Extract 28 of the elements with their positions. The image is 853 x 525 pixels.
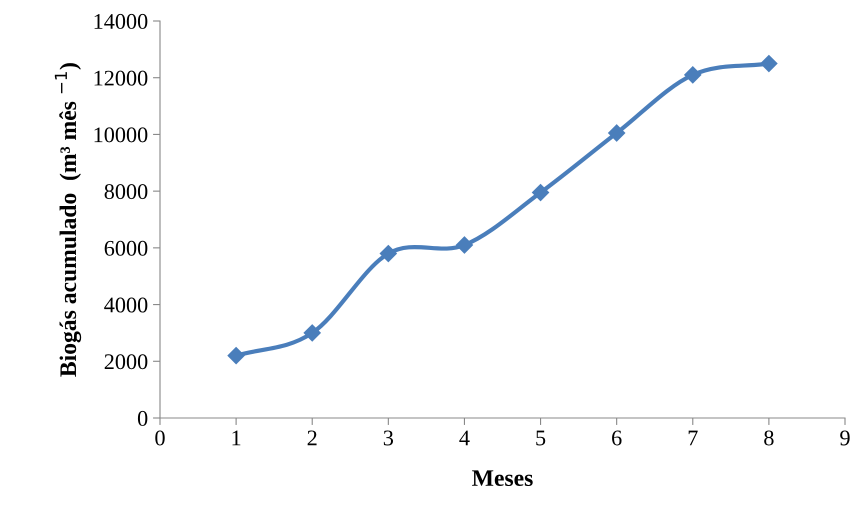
x-axis-title: Meses xyxy=(472,470,533,486)
y-tick-label: 10000 xyxy=(94,127,148,142)
x-tick-label: 9 xyxy=(840,430,850,446)
point xyxy=(532,184,550,202)
point xyxy=(608,124,626,142)
point xyxy=(684,66,702,84)
x-tick-label: 8 xyxy=(764,430,774,446)
point xyxy=(760,54,778,72)
x-tick-label: 4 xyxy=(459,430,470,446)
x-tick-label: 7 xyxy=(688,430,698,446)
y-tick-label: 4000 xyxy=(104,298,148,312)
y-tick-label: 8000 xyxy=(104,184,148,200)
point xyxy=(228,347,245,364)
y-tick-label: 14000 xyxy=(94,14,148,29)
x-tick-label: 3 xyxy=(384,430,394,446)
point xyxy=(380,244,397,262)
y-tick-label: 2000 xyxy=(104,354,148,370)
x-tick-label: 6 xyxy=(612,430,622,446)
y-tick-label: 6000 xyxy=(104,240,148,256)
point xyxy=(304,324,321,342)
x-tick-label: 1 xyxy=(232,430,240,446)
y-tick-label: 0 xyxy=(138,410,148,426)
x-tick-label: 0 xyxy=(155,430,165,446)
y-axis-title: Biogás acumulado (m³ mês $^{−1}$) xyxy=(54,63,82,377)
point xyxy=(456,236,473,254)
x-tick-label: 2 xyxy=(308,430,317,446)
y-tick-label: 12000 xyxy=(94,70,148,86)
x-tick-label: 5 xyxy=(536,430,546,446)
